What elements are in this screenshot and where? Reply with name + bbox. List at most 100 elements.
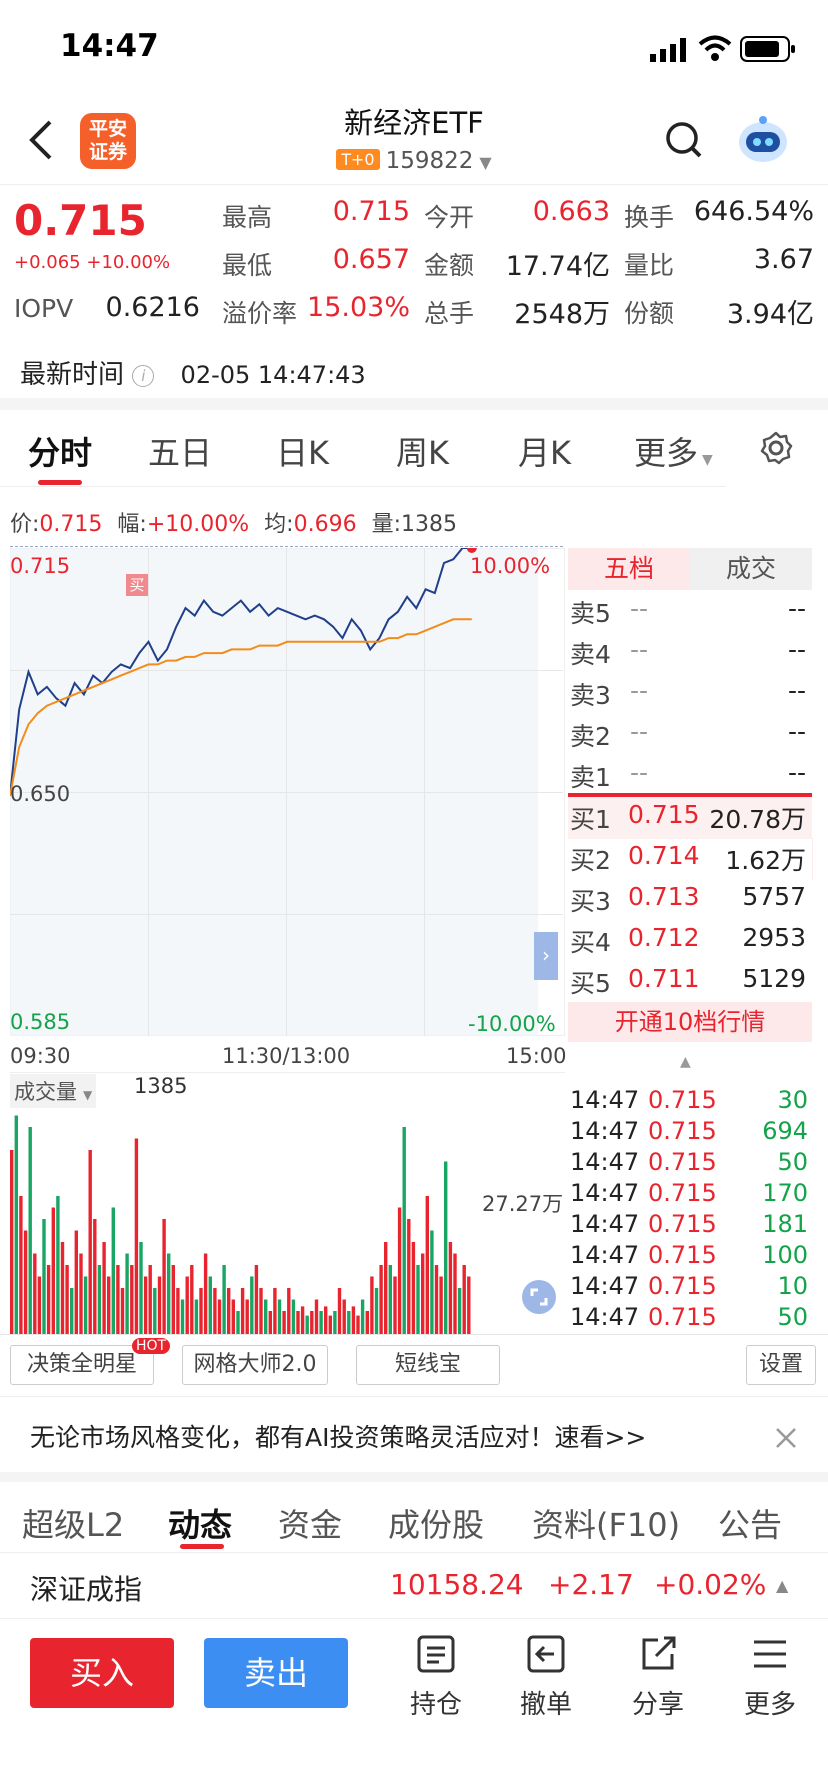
quote-label: 今开 xyxy=(424,203,475,232)
close-icon[interactable] xyxy=(772,1424,800,1452)
volume-header xyxy=(10,1072,565,1104)
latest-time-label: 最新时间 xyxy=(20,360,125,390)
index-name[interactable]: 深证成指 xyxy=(30,1573,143,1606)
tick-time: 14:47 xyxy=(570,1241,640,1269)
volume-bar xyxy=(388,1265,392,1334)
volume-bar xyxy=(421,1253,425,1334)
volume-bar xyxy=(97,1265,102,1334)
info-vol: 1385 xyxy=(400,512,457,537)
open-10-level-button[interactable]: 开通10档行情 xyxy=(568,1002,812,1042)
sub-tab-5[interactable]: 公告 xyxy=(718,1506,783,1544)
more-button[interactable]: 更多 xyxy=(730,1634,810,1724)
sub-tab-4[interactable]: 资料(F10) xyxy=(532,1506,681,1544)
logo-text-2: 证券 xyxy=(88,141,127,163)
buy-level-qty: 5129 xyxy=(742,964,806,993)
sub-tab-3[interactable]: 成份股 xyxy=(388,1506,485,1544)
tab-3[interactable]: 周K xyxy=(396,434,449,472)
buy-level-price: 0.713 xyxy=(628,882,700,911)
gear-icon[interactable] xyxy=(758,430,794,466)
volume-label: 成交量 xyxy=(14,1080,77,1104)
volume-bar xyxy=(430,1230,434,1334)
change-pct: +10.00% xyxy=(86,252,171,273)
buy-level-price: 0.711 xyxy=(628,964,700,993)
share-button[interactable]: 分享 xyxy=(618,1634,698,1724)
sub-tab-0[interactable]: 超级L2 xyxy=(22,1506,125,1544)
volume-bar xyxy=(130,1265,134,1334)
quote-value: 3.94亿 xyxy=(726,299,814,330)
tick-price: 0.715 xyxy=(648,1179,717,1207)
orderbook-tab-trades[interactable]: 成交 xyxy=(690,548,812,590)
volume-bar xyxy=(379,1265,383,1334)
volume-bar xyxy=(439,1276,443,1334)
volume-bar xyxy=(74,1230,78,1334)
tab-1[interactable]: 五日 xyxy=(148,434,213,472)
expand-panel-button[interactable]: › xyxy=(534,932,558,980)
last-price: 0.715 xyxy=(14,196,147,245)
scroll-up-icon[interactable]: ▲ xyxy=(680,1054,691,1070)
robot-assistant-icon[interactable] xyxy=(736,112,790,166)
decision-star-button[interactable]: 决策全明星 xyxy=(10,1345,154,1385)
search-icon[interactable] xyxy=(664,118,704,162)
volume-bar xyxy=(236,1311,240,1334)
sell-button[interactable]: 卖出 xyxy=(204,1638,348,1708)
tab-4[interactable]: 月K xyxy=(518,434,571,472)
volume-max: 27.27万 xyxy=(482,1192,564,1216)
volume-bar xyxy=(19,1196,23,1334)
grid-master-button[interactable]: 网格大师2.0 xyxy=(182,1345,328,1385)
tab-5[interactable]: 更多 ▼ xyxy=(634,434,713,472)
fullscreen-icon[interactable] xyxy=(522,1280,556,1314)
volume-bar xyxy=(462,1265,466,1334)
volume-bar xyxy=(305,1315,309,1334)
volume-bar xyxy=(314,1299,319,1334)
holdings-button[interactable]: 持仓 xyxy=(396,1634,476,1724)
volume-bar xyxy=(264,1299,268,1334)
volume-selector[interactable]: 成交量 ▼ xyxy=(10,1074,97,1108)
tabs-divider xyxy=(0,486,726,487)
tick-time: 14:47 xyxy=(570,1117,640,1145)
volume-bar xyxy=(300,1306,305,1334)
broker-logo[interactable]: 平安 证券 xyxy=(80,113,136,169)
info-icon[interactable]: i xyxy=(132,365,155,387)
sub-tab-1[interactable]: 动态 xyxy=(168,1506,233,1544)
quote-label: 金额 xyxy=(424,251,475,280)
buy-level-qty: 5757 xyxy=(742,882,806,911)
volume-bar xyxy=(453,1253,457,1334)
volume-bar xyxy=(203,1253,208,1334)
expand-up-icon[interactable]: ▲ xyxy=(776,1576,789,1595)
volume-bar xyxy=(374,1288,379,1334)
volume-bar xyxy=(245,1299,249,1334)
tab-0[interactable]: 分时 xyxy=(28,434,93,472)
settings-button[interactable]: 设置 xyxy=(746,1345,816,1385)
volume-bar xyxy=(153,1288,157,1334)
stock-code-selector[interactable]: T+0 159822 ▼ xyxy=(0,148,828,174)
promo-banner[interactable]: 无论市场风格变化，都有AI投资策略灵活应对！速看>> xyxy=(30,1423,647,1452)
volume-bar xyxy=(296,1311,300,1334)
buy-level-qty: 20.78万 xyxy=(709,805,806,834)
volume-value: 1385 xyxy=(134,1074,188,1098)
quote-value: 0.663 xyxy=(532,196,610,227)
buy-button[interactable]: 买入 xyxy=(30,1638,174,1708)
battery-icon xyxy=(740,36,796,62)
quote-value: 646.54% xyxy=(693,196,814,227)
avg-label: 均: xyxy=(264,512,294,537)
back-icon[interactable] xyxy=(26,118,56,162)
volume-bar xyxy=(448,1242,453,1334)
tick-price: 0.715 xyxy=(648,1303,717,1331)
tab-2[interactable]: 日K xyxy=(276,434,329,472)
share-label: 分享 xyxy=(631,1690,684,1720)
volume-bar xyxy=(360,1299,365,1334)
buy-level-label: 买4 xyxy=(570,928,611,957)
short-line-button[interactable]: 短线宝 xyxy=(356,1345,500,1385)
volume-bar xyxy=(171,1265,175,1334)
volume-bar xyxy=(162,1219,166,1334)
grid-line xyxy=(424,548,425,1036)
latest-time-value: 02-05 14:47:43 xyxy=(180,361,366,389)
sub-tab-2[interactable]: 资金 xyxy=(278,1506,343,1544)
cancel-order-button[interactable]: 撤单 xyxy=(506,1634,586,1724)
volume-bar xyxy=(139,1242,143,1334)
buy2-highlight xyxy=(812,838,813,880)
orderbook-tab-five[interactable]: 五档 xyxy=(568,548,690,590)
signal-icon xyxy=(650,38,690,62)
buy-level-price: 0.714 xyxy=(628,841,700,870)
pct-top: 10.00% xyxy=(470,554,551,578)
